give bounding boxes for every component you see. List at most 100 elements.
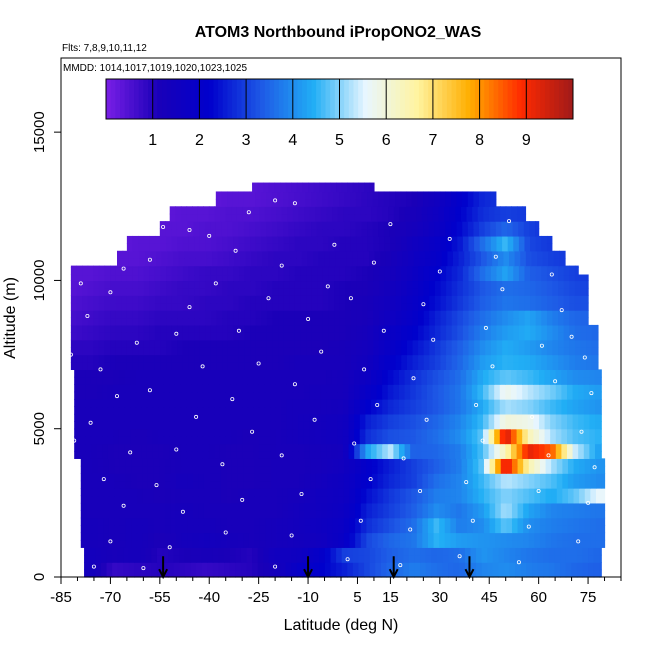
heatmap-cell	[316, 221, 323, 230]
heatmap-cell	[166, 267, 173, 276]
heatmap-cell	[207, 569, 214, 578]
heatmap-cell	[395, 221, 402, 230]
heatmap-cell	[314, 413, 322, 422]
heatmap-cell	[110, 317, 117, 326]
heatmap-cell	[223, 258, 230, 267]
heatmap-cell	[108, 473, 115, 482]
heatmap-cell	[433, 495, 440, 504]
heatmap-cell	[170, 480, 177, 489]
heatmap-cell	[138, 274, 145, 282]
heatmap-cell	[535, 221, 540, 230]
heatmap-cell	[566, 376, 574, 385]
heatmap-cell	[516, 369, 523, 378]
heatmap-cell	[118, 443, 126, 452]
heatmap-cell	[544, 376, 551, 385]
heatmap-cell	[448, 554, 455, 563]
heatmap-cell	[158, 421, 165, 430]
heatmap-cell	[98, 339, 106, 348]
heatmap-cell	[163, 406, 170, 415]
heatmap-cell	[457, 287, 464, 296]
heatmap-cell	[119, 539, 127, 548]
heatmap-cell	[222, 347, 229, 356]
heatmap-cell	[529, 228, 536, 237]
heatmap-cell	[506, 510, 513, 519]
heatmap-cell	[103, 495, 110, 504]
heatmap-cell	[318, 250, 325, 259]
heatmap-cell	[565, 569, 572, 578]
heatmap-cell	[453, 569, 460, 578]
heatmap-cell	[485, 324, 492, 333]
heatmap-cell	[579, 473, 586, 482]
heatmap-cell	[438, 443, 445, 452]
heatmap-cell	[308, 569, 315, 578]
heatmap-cell	[528, 473, 535, 482]
heatmap-cell	[403, 547, 410, 556]
heatmap-cell	[425, 554, 432, 563]
heatmap-cell	[293, 517, 300, 526]
heatmap-cell	[128, 562, 136, 571]
heatmap-cell	[348, 436, 355, 445]
heatmap-cell	[440, 265, 447, 268]
heatmap-cell	[314, 399, 322, 408]
heatmap-cell	[454, 450, 462, 459]
heatmap-cell	[436, 562, 444, 571]
heatmap-cell	[159, 228, 167, 237]
heatmap-cell	[483, 206, 490, 215]
heatmap-cell	[471, 384, 478, 393]
heatmap-cell	[84, 547, 91, 556]
heatmap-cell	[408, 250, 415, 259]
heatmap-cell	[119, 473, 127, 482]
heatmap-cell	[160, 267, 167, 276]
heatmap-cell	[506, 517, 513, 526]
heatmap-cell	[270, 391, 277, 400]
heatmap-cell	[123, 547, 130, 556]
colorbar-segment	[311, 79, 317, 119]
heatmap-cell	[432, 443, 439, 452]
heatmap-cell	[124, 376, 131, 385]
heatmap-cell	[102, 384, 109, 393]
heatmap-cell	[522, 206, 527, 215]
heatmap-cell	[422, 495, 429, 504]
heatmap-cell	[423, 228, 430, 237]
heatmap-cell	[266, 287, 274, 296]
heatmap-cell	[551, 539, 558, 548]
heatmap-cell	[175, 495, 183, 504]
heatmap-cell	[309, 450, 316, 459]
heatmap-cell	[489, 488, 496, 497]
heatmap-cell	[360, 213, 367, 222]
heatmap-cell	[415, 369, 422, 378]
heatmap-cell	[378, 235, 386, 244]
heatmap-cell	[110, 354, 117, 363]
heatmap-cell	[98, 332, 106, 341]
sample-point	[500, 287, 505, 292]
heatmap-cell	[337, 421, 344, 430]
heatmap-cell	[283, 265, 290, 268]
heatmap-cell	[349, 473, 356, 482]
heatmap-cell	[466, 436, 473, 445]
heatmap-cell	[281, 421, 288, 430]
heatmap-cell	[555, 384, 562, 393]
heatmap-cell	[365, 399, 372, 408]
heatmap-cell	[496, 280, 503, 289]
heatmap-cell	[285, 569, 292, 578]
heatmap-cell	[395, 361, 402, 370]
heatmap-cell	[163, 413, 170, 422]
heatmap-cell	[135, 384, 142, 393]
heatmap-cell	[169, 436, 176, 445]
heatmap-cell	[330, 569, 337, 578]
heatmap-cell	[252, 184, 259, 193]
heatmap-cell	[303, 450, 310, 459]
heatmap-cell	[184, 562, 192, 571]
heatmap-cell	[212, 250, 219, 259]
heatmap-cell	[210, 243, 218, 252]
heatmap-cell	[522, 369, 529, 378]
heatmap-cell	[387, 428, 394, 437]
heatmap-cell	[328, 347, 335, 356]
heatmap-cell	[510, 376, 518, 385]
heatmap-cell	[261, 243, 268, 252]
heatmap-cell	[164, 473, 171, 482]
heatmap-cell	[306, 235, 313, 244]
heatmap-cell	[574, 354, 582, 363]
heatmap-cell	[188, 361, 195, 370]
heatmap-cell	[298, 406, 305, 415]
